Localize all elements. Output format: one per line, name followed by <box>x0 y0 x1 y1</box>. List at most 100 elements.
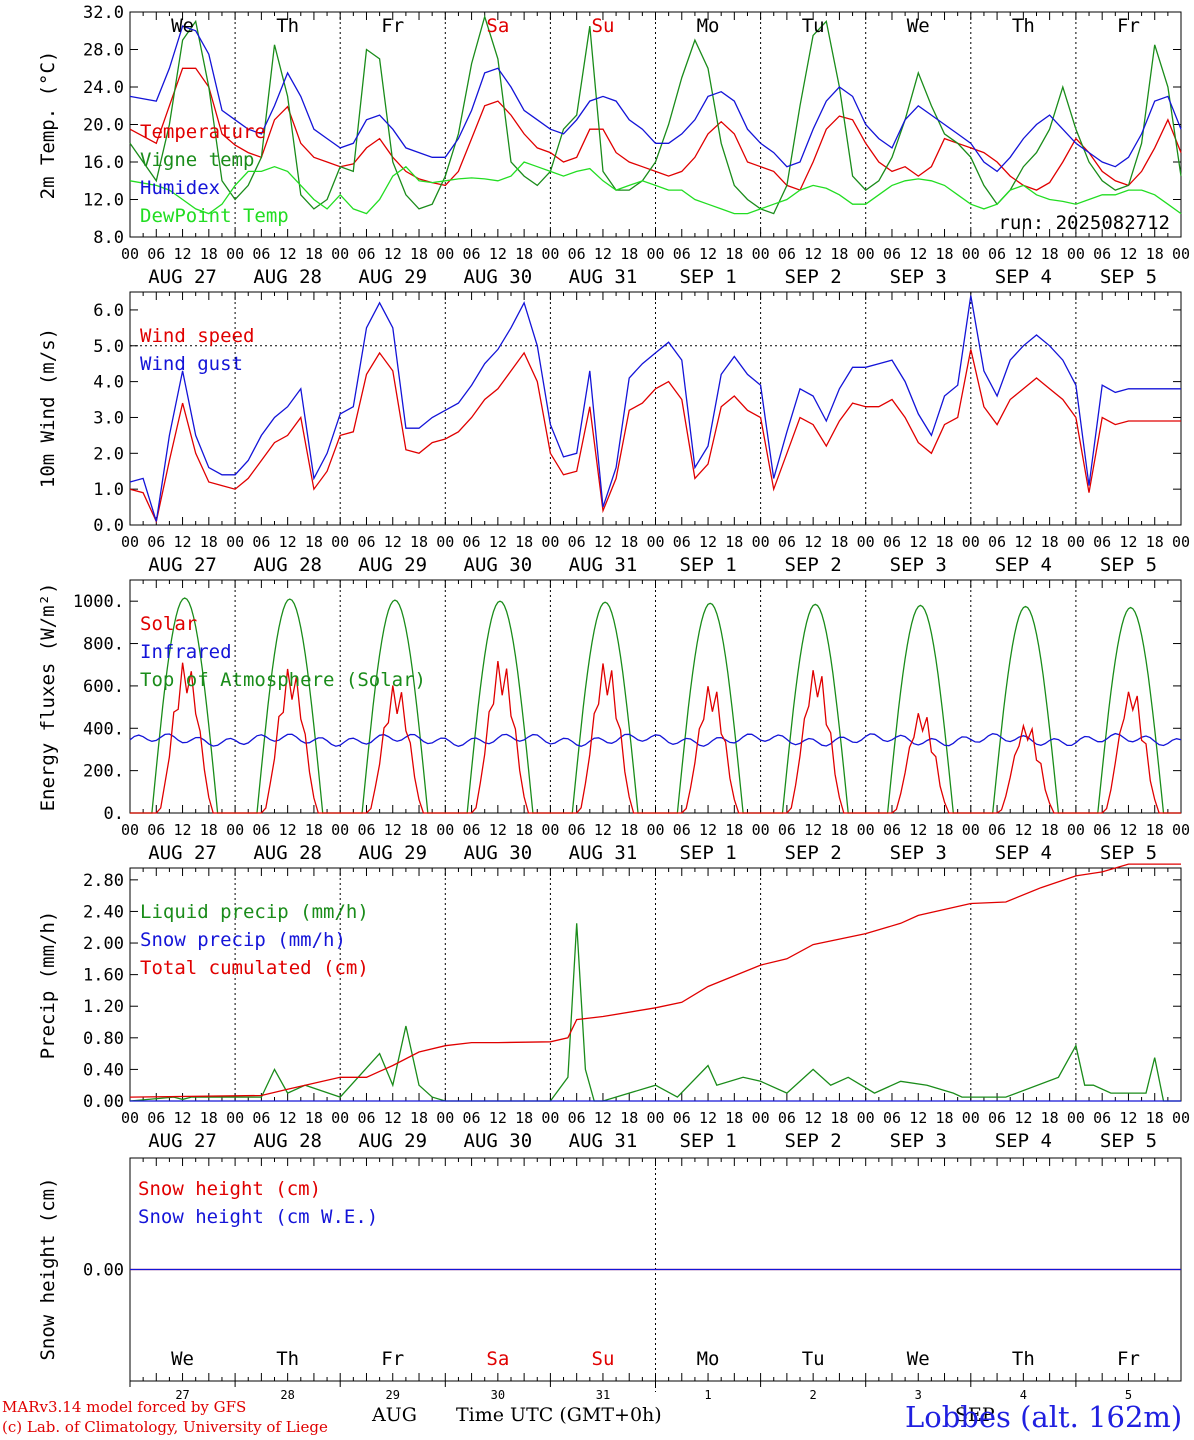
x-hour-label: 18 <box>830 1109 848 1127</box>
x-hour-label: 00 <box>121 533 139 551</box>
legend-entry: Temperature <box>140 121 266 143</box>
x-hour-label: 06 <box>147 1109 165 1127</box>
weekday-label: Th <box>276 15 299 37</box>
legend-entry: Top of Atmosphere (Solar) <box>140 669 426 691</box>
weekday-label: We <box>907 1348 930 1370</box>
x-hour-label: 00 <box>752 245 770 263</box>
x-hour-label: 00 <box>436 821 454 839</box>
series-line-2 <box>129 14 1182 215</box>
x-hour-label: 06 <box>778 821 796 839</box>
x-hour-label: 00 <box>962 1109 980 1127</box>
x-date-label: SEP 1 <box>679 1130 736 1152</box>
x-hour-label: 06 <box>673 245 691 263</box>
x-hour-label: 18 <box>305 245 323 263</box>
x-hour-label: 00 <box>857 245 875 263</box>
weekday-label: We <box>171 1348 194 1370</box>
x-hour-label: 00 <box>752 533 770 551</box>
x-hour-label: 18 <box>935 1109 953 1127</box>
x-hour-label: 00 <box>331 821 349 839</box>
x-hour-label: 00 <box>541 821 559 839</box>
x-hour-label: 06 <box>1093 821 1111 839</box>
run-annotation: run: 2025082712 <box>998 212 1170 234</box>
y-tick-label: 2.00 <box>83 934 124 954</box>
x-hour-label: 00 <box>541 533 559 551</box>
x-hour-label: 18 <box>1146 533 1164 551</box>
x-date-label: AUG 30 <box>464 266 533 288</box>
x-hour-label: 18 <box>1041 1109 1059 1127</box>
x-date-label: AUG 28 <box>253 554 322 576</box>
legend-entry: Vigne temp <box>140 149 254 171</box>
x-hour-label: 18 <box>830 821 848 839</box>
x-hour-label: 00 <box>121 821 139 839</box>
weekday-label: Fr <box>1117 15 1140 37</box>
x-date-label: SEP 4 <box>995 266 1052 288</box>
y-tick-label: 0.80 <box>83 1029 124 1049</box>
y-tick-label: 8.0 <box>93 228 124 248</box>
x-hour-label: 18 <box>725 1109 743 1127</box>
x-hour-label: 00 <box>752 1109 770 1127</box>
x-hour-label: 00 <box>857 533 875 551</box>
x-hour-label: 12 <box>489 821 507 839</box>
legend-entry: Wind speed <box>140 325 254 347</box>
x-hour-label: 12 <box>699 821 717 839</box>
x-hour-label: 12 <box>279 1109 297 1127</box>
x-hour-label: 12 <box>909 821 927 839</box>
time-axis-label: Time UTC (GMT+0h) <box>456 1404 662 1426</box>
x-hour-label: 00 <box>226 1109 244 1127</box>
x-date-label: AUG 30 <box>464 842 533 864</box>
weekday-label: Su <box>592 15 615 37</box>
x-hour-label: 12 <box>384 821 402 839</box>
weekday-label: Fr <box>1117 1348 1140 1370</box>
x-hour-label: 12 <box>699 1109 717 1127</box>
x-date-label: AUG 29 <box>358 1130 427 1152</box>
y-tick-label: 1000. <box>73 592 124 612</box>
x-hour-label: 00 <box>331 1109 349 1127</box>
x-date-label: SEP 4 <box>995 842 1052 864</box>
y-tick-label: 0.40 <box>83 1060 124 1080</box>
x-hour-label: 06 <box>988 821 1006 839</box>
x-hour-label: 06 <box>147 821 165 839</box>
x-hour-label: 06 <box>673 1109 691 1127</box>
x-hour-label: 18 <box>725 533 743 551</box>
x-hour-label: 18 <box>620 533 638 551</box>
x-hour-label: 00 <box>1067 1109 1085 1127</box>
series-line-1 <box>129 67 1182 191</box>
x-hour-label: 06 <box>463 821 481 839</box>
y-tick-label: 24.0 <box>83 78 124 98</box>
x-hour-label: 18 <box>515 1109 533 1127</box>
panel-3 <box>129 579 1182 814</box>
x-hour-label: 00 <box>1172 533 1190 551</box>
x-hour-label: 00 <box>541 245 559 263</box>
x-hour-label: 18 <box>935 533 953 551</box>
x-date-label: AUG 31 <box>569 1130 638 1152</box>
weekday-label: We <box>907 15 930 37</box>
x-hour-label: 06 <box>778 245 796 263</box>
x-date-label: AUG 29 <box>358 266 427 288</box>
x-date-label: SEP 3 <box>890 554 947 576</box>
y-tick-label: 400. <box>83 719 124 739</box>
x-date-label: SEP 2 <box>785 266 842 288</box>
day-number-label: 27 <box>175 1388 189 1402</box>
x-hour-label: 00 <box>962 245 980 263</box>
x-date-label: SEP 1 <box>679 266 736 288</box>
x-hour-label: 06 <box>252 1109 270 1127</box>
weekday-label: We <box>171 15 194 37</box>
legend-entry: Wind gust <box>140 353 243 375</box>
x-hour-label: 06 <box>1093 533 1111 551</box>
x-hour-label: 00 <box>1067 821 1085 839</box>
x-hour-label: 06 <box>568 533 586 551</box>
x-hour-label: 12 <box>1014 245 1032 263</box>
x-hour-label: 06 <box>1093 245 1111 263</box>
legend-entry: Snow precip (mm/h) <box>140 929 346 951</box>
y-tick-label: 600. <box>83 677 124 697</box>
x-hour-label: 06 <box>463 245 481 263</box>
x-date-label: SEP 1 <box>679 554 736 576</box>
y-tick-label: 6.0 <box>93 301 124 321</box>
y-tick-label: 0.00 <box>83 1261 124 1281</box>
legend-entry: Liquid precip (mm/h) <box>140 901 369 923</box>
x-date-label: SEP 4 <box>995 554 1052 576</box>
x-hour-label: 18 <box>830 533 848 551</box>
x-hour-label: 06 <box>252 821 270 839</box>
x-hour-label: 06 <box>988 533 1006 551</box>
